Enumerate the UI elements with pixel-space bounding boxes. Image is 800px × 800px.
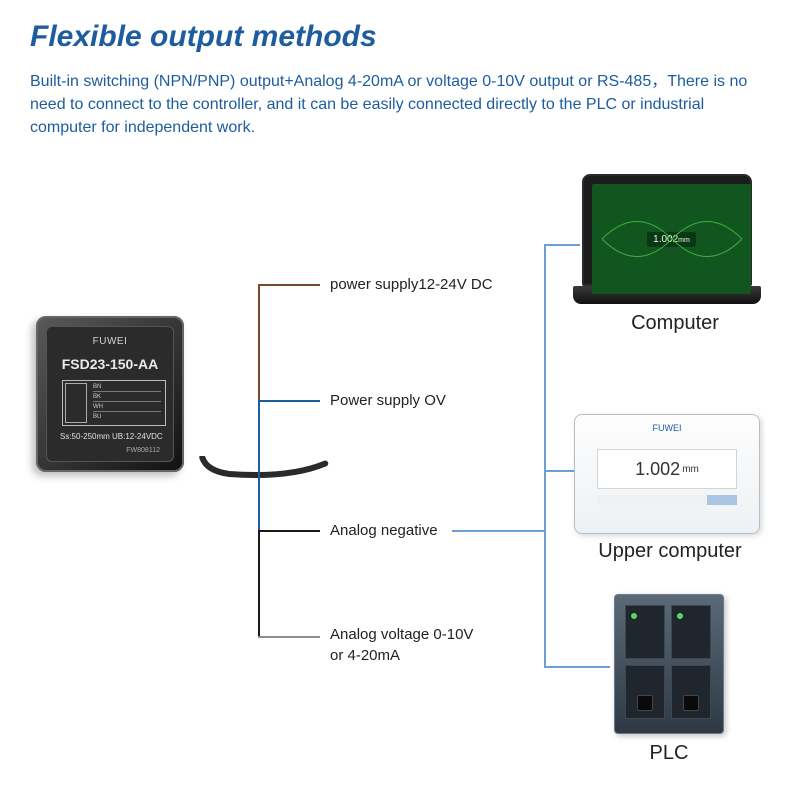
wire-analog-out	[258, 636, 320, 638]
plc-port-icon	[683, 695, 699, 711]
wire-label-analog-neg: Analog negative	[330, 522, 438, 539]
bracket-join	[452, 530, 544, 532]
page-subtitle: Built-in switching (NPN/PNP) output+Anal…	[30, 70, 760, 140]
device-label-plc: PLC	[614, 742, 724, 765]
wire-label-power-pos: power supply12-24V DC	[330, 276, 493, 293]
sensor-face: FUWEI FSD23-150-AA BN BK WH BU Ss:50-250…	[46, 326, 174, 462]
plc-led-icon	[677, 613, 683, 619]
sensor-cable-icon	[178, 456, 348, 486]
device-label-computer: Computer	[590, 312, 760, 335]
wire-analog-neg	[258, 530, 320, 532]
device-upper-computer: FUWEI 1.002 mm	[574, 414, 760, 534]
device-computer: 1.002mm	[582, 174, 761, 304]
bracket-arm-top	[544, 244, 580, 246]
sensor-pin-bk: BK	[93, 393, 161, 402]
wire-label-power-neg: Power supply OV	[330, 392, 446, 409]
hmi-progress-bar	[597, 495, 737, 505]
wire-trunk-seg-1	[258, 284, 260, 400]
sensor-pin-wh: WH	[93, 403, 161, 412]
laptop-screen: 1.002mm	[592, 184, 751, 294]
hmi-screen: 1.002 mm	[597, 449, 737, 489]
hmi-brand-label: FUWEI	[575, 423, 759, 433]
sensor-pin-bu: BU	[93, 413, 161, 422]
plc-port-icon	[637, 695, 653, 711]
bracket-trunk	[544, 244, 546, 666]
hmi-readout-value: 1.002	[635, 459, 680, 480]
wire-trunk-seg-2	[258, 400, 260, 530]
wire-power-neg	[258, 400, 320, 402]
bracket-arm-mid	[544, 470, 574, 472]
wire-power-pos	[258, 284, 320, 286]
device-plc	[614, 594, 724, 734]
sensor-pin-bn: BN	[93, 383, 161, 392]
wire-label-analog-out: Analog voltage 0-10V or 4-20mA	[330, 624, 473, 666]
bracket-arm-bot	[544, 666, 610, 668]
plc-led-icon	[631, 613, 637, 619]
sensor-specs-label: Ss:50-250mm UB:12-24VDC	[60, 432, 163, 441]
page-title: Flexible output methods	[30, 20, 377, 54]
laptop-screen-waveform-icon	[602, 199, 742, 279]
sensor-schematic-icon: BN BK WH BU	[62, 380, 166, 426]
device-label-upper-computer: Upper computer	[560, 540, 780, 563]
sensor-serial-label: FW808112	[126, 447, 160, 454]
sensor-brand-label: FUWEI	[46, 336, 174, 347]
laptop-lid: 1.002mm	[582, 174, 752, 286]
wire-trunk-seg-3	[258, 530, 260, 636]
hmi-readout-unit: mm	[682, 464, 699, 475]
sensor-model-label: FSD23-150-AA	[46, 356, 174, 372]
sensor-device: FUWEI FSD23-150-AA BN BK WH BU Ss:50-250…	[36, 316, 184, 472]
